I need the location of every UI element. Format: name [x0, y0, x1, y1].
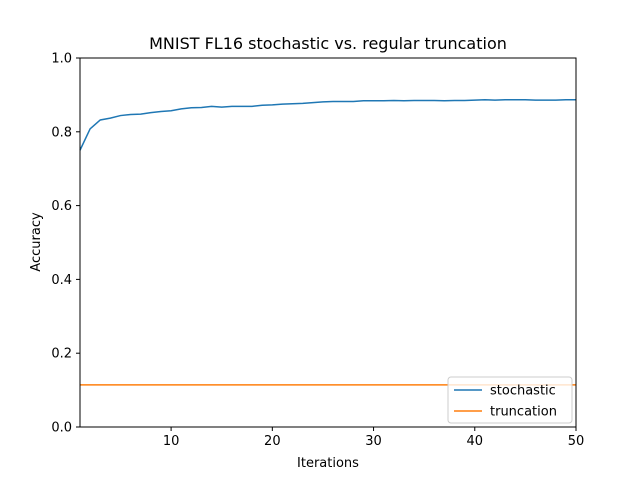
series-layer	[79, 98, 576, 386]
series-line-stochastic	[79, 98, 576, 151]
y-tick-label: 0.2	[51, 347, 72, 362]
y-tick-label: 0.6	[51, 199, 72, 214]
legend: stochastic truncation	[447, 376, 573, 424]
chart-title: MNIST FL16 stochastic vs. regular trunca…	[149, 34, 507, 53]
x-tick-label: 50	[568, 434, 585, 449]
y-axis: 0.0 0.2 0.4 0.6 0.8 1.0	[51, 52, 80, 436]
y-tick-label: 1.0	[51, 52, 72, 67]
y-tick-label: 0.4	[51, 273, 72, 288]
plot-frame	[79, 57, 577, 428]
x-tick-label: 40	[467, 434, 484, 449]
x-axis-label: Iterations	[297, 456, 359, 471]
legend-label-stochastic: stochastic	[490, 384, 556, 399]
y-tick-label: 0.0	[51, 421, 72, 436]
x-tick-label: 30	[365, 434, 382, 449]
x-tick-label: 10	[163, 434, 180, 449]
x-tick-label: 20	[264, 434, 281, 449]
y-axis-label: Accuracy	[29, 212, 44, 272]
x-axis: 10 20 30 40 50	[163, 427, 584, 449]
legend-label-truncation: truncation	[490, 405, 557, 420]
y-tick-label: 0.8	[51, 125, 72, 140]
